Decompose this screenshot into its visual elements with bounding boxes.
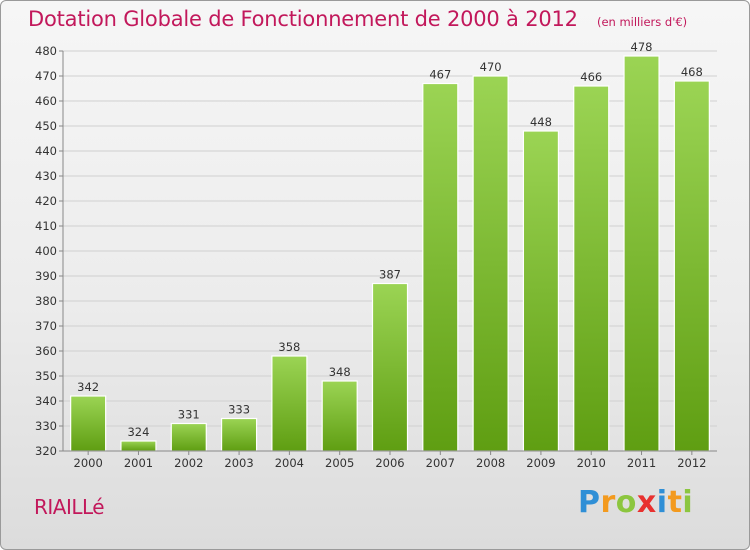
data-label: 324 (127, 425, 149, 439)
x-tick-label: 2001 (124, 456, 153, 470)
bar-chart: 320 330 340 350 360 370 380 390 400 410 420 430 440 4… (35, 40, 717, 470)
data-label: 331 (178, 408, 200, 422)
bar (522, 130, 560, 452)
y-tick-label: 430 (35, 169, 57, 183)
commune-name: RIAILLé (34, 495, 105, 519)
x-tick-label: 2007 (426, 456, 455, 470)
y-tick-label: 460 (35, 94, 57, 108)
chart-title: Dotation Globale de Fonctionnement de 20… (28, 7, 578, 31)
y-tick-label: 450 (35, 119, 57, 133)
data-label: 358 (278, 340, 300, 354)
data-label: 348 (329, 365, 351, 379)
proxiti-logo: Proxiti (578, 485, 693, 520)
bar (422, 82, 459, 452)
x-tick-label: 2005 (325, 456, 354, 470)
x-tick-label: 2006 (375, 456, 404, 470)
y-tick-label: 380 (35, 294, 57, 308)
y-tick-label: 400 (35, 244, 57, 258)
x-tick-label: 2011 (627, 456, 656, 470)
data-label: 466 (580, 70, 602, 84)
axes (62, 51, 717, 452)
data-label: 333 (228, 403, 250, 417)
data-label: 448 (530, 115, 552, 129)
logo-letter: x (636, 485, 657, 520)
logo-letter: i (656, 485, 668, 520)
y-tick-label: 440 (35, 144, 57, 158)
data-labels: 342 324 331 333 358 348 387 467 470 448 466 478 468 (77, 40, 703, 439)
bar (321, 380, 358, 452)
data-label: 470 (480, 60, 502, 74)
logo-letter: i (682, 485, 694, 520)
bar (220, 417, 258, 452)
x-tick-label: 2002 (174, 456, 203, 470)
chart-subtitle: (en milliers d'€) (596, 15, 688, 29)
bar (472, 75, 509, 452)
data-label: 342 (77, 380, 99, 394)
bar (623, 55, 660, 452)
bar (371, 282, 409, 452)
y-tick-label: 470 (35, 69, 57, 83)
x-axis-ticks: 2000 2001 2002 2003 2004 2005 2006 2007 2008 2009… (74, 451, 706, 470)
y-tick-label: 350 (35, 369, 57, 383)
logo-letter: t (667, 485, 683, 520)
bar (120, 440, 157, 452)
logo-letter: P (578, 485, 601, 520)
x-tick-label: 2008 (476, 456, 505, 470)
logo-letter: r (600, 485, 616, 520)
y-tick-label: 390 (35, 269, 57, 283)
y-tick-label: 370 (35, 319, 57, 333)
bars (70, 55, 710, 452)
data-label: 478 (631, 40, 653, 54)
y-tick-label: 480 (35, 44, 57, 58)
bar (573, 85, 610, 452)
y-tick-label: 420 (35, 194, 57, 208)
bar (673, 80, 710, 452)
x-tick-label: 2004 (275, 456, 304, 470)
bar (170, 422, 207, 452)
logo-letter: o (615, 485, 637, 520)
bar (271, 355, 308, 452)
data-label: 467 (429, 68, 451, 82)
y-tick-label: 340 (35, 394, 57, 408)
y-tick-label: 320 (35, 444, 57, 458)
data-label: 387 (379, 268, 401, 282)
x-tick-label: 2000 (74, 456, 103, 470)
y-tick-label: 330 (35, 419, 57, 433)
x-tick-label: 2010 (577, 456, 606, 470)
bar (70, 395, 107, 452)
data-label: 468 (681, 65, 703, 79)
x-tick-label: 2003 (224, 456, 253, 470)
x-tick-label: 2009 (526, 456, 555, 470)
x-tick-label: 2012 (677, 456, 706, 470)
y-axis-ticks: 320 330 340 350 360 370 380 390 400 410 420 430 440 4… (35, 44, 63, 458)
y-tick-label: 410 (35, 219, 57, 233)
y-tick-label: 360 (35, 344, 57, 358)
title-row: Dotation Globale de Fonctionnement de 20… (28, 7, 687, 31)
